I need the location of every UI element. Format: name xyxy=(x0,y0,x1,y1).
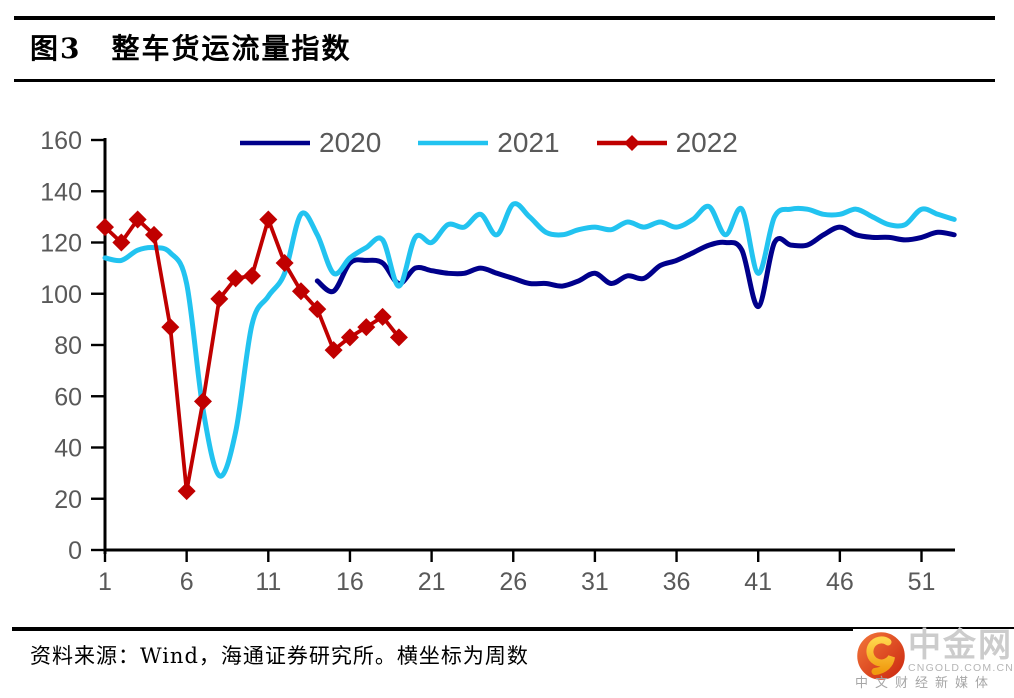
legend-label-2021: 2021 xyxy=(497,127,560,158)
figure-title: 图3 整车货运流量指数 xyxy=(30,32,352,65)
cngold-brand-name: 中金网 xyxy=(908,625,1013,664)
y-axis-tick-label: 140 xyxy=(40,178,82,206)
legend-item-2021: 2021 xyxy=(416,127,560,158)
x-axis-tick-label: 36 xyxy=(663,568,691,596)
y-axis-tick-label: 0 xyxy=(68,537,82,565)
series-marker-2022 xyxy=(324,341,343,360)
top-divider xyxy=(14,16,995,20)
y-axis-tick-label: 60 xyxy=(54,383,82,411)
cngold-logo: 中金网 CNGOLD.COM.CN 中文财经新媒体 xyxy=(853,627,1014,693)
series-marker-2022 xyxy=(275,254,294,272)
legend-label-2022: 2022 xyxy=(675,127,738,158)
footer-divider xyxy=(12,627,1014,631)
x-axis-tick-label: 26 xyxy=(499,568,527,596)
legend-line-diamond-sample-2022 xyxy=(596,135,667,151)
x-axis-tick-label: 16 xyxy=(336,568,364,596)
source-note: 资料来源：Wind，海通证券研究所。横坐标为周数 xyxy=(30,644,529,668)
y-axis-tick-label: 160 xyxy=(40,127,82,155)
x-axis-tick-label: 21 xyxy=(418,568,446,596)
y-axis-tick-label: 40 xyxy=(54,435,82,463)
x-axis-tick-label: 46 xyxy=(826,568,854,596)
series-marker-2022 xyxy=(242,266,261,285)
x-axis-tick-label: 6 xyxy=(180,568,194,596)
series-marker-2022 xyxy=(193,392,212,411)
series-marker-2022 xyxy=(308,300,327,319)
series-marker-2022 xyxy=(389,328,408,347)
series-line-2021 xyxy=(102,201,957,479)
cngold-logo-text: 中金网 CNGOLD.COM.CN xyxy=(908,627,1014,674)
series-line-2020 xyxy=(314,224,957,310)
series-marker-2022 xyxy=(161,318,180,337)
title-divider xyxy=(14,79,995,82)
series-marker-2022 xyxy=(373,307,392,326)
y-axis-tick-label: 100 xyxy=(40,281,82,309)
series-marker-2022 xyxy=(357,318,376,337)
series-marker-2022 xyxy=(177,482,196,501)
x-axis-tick-label: 51 xyxy=(908,568,936,596)
chart-legend: 2020 2021 2022 xyxy=(238,129,738,157)
x-axis-tick-label: 11 xyxy=(255,568,281,596)
x-axis-tick-label: 1 xyxy=(98,568,112,596)
legend-item-2020: 2020 xyxy=(238,129,381,157)
cngold-logo-icon xyxy=(855,630,907,682)
series-marker-2022 xyxy=(226,269,245,288)
cngold-tagline: 中文财经新媒体 xyxy=(855,675,996,690)
series-marker-2022 xyxy=(144,225,163,244)
series-marker-2022 xyxy=(96,218,114,237)
series-marker-2022 xyxy=(210,289,229,308)
cngold-domain: CNGOLD.COM.CN xyxy=(908,662,1014,674)
y-axis-tick-label: 20 xyxy=(54,486,82,514)
x-axis-tick-label: 31 xyxy=(581,568,609,596)
legend-line-sample-2021 xyxy=(418,140,489,146)
series-marker-2022 xyxy=(291,282,310,301)
series-marker-2022 xyxy=(128,210,147,229)
series-marker-2022 xyxy=(112,233,131,252)
series-marker-2022 xyxy=(259,210,278,229)
legend-label-2020: 2020 xyxy=(319,127,382,158)
legend-line-sample-2020 xyxy=(240,140,310,146)
y-axis-tick-label: 80 xyxy=(54,332,82,360)
y-axis-tick-label: 120 xyxy=(40,230,82,258)
legend-item-2022: 2022 xyxy=(595,129,738,157)
series-marker-2022 xyxy=(340,328,359,347)
x-axis-tick-label: 41 xyxy=(744,568,772,596)
